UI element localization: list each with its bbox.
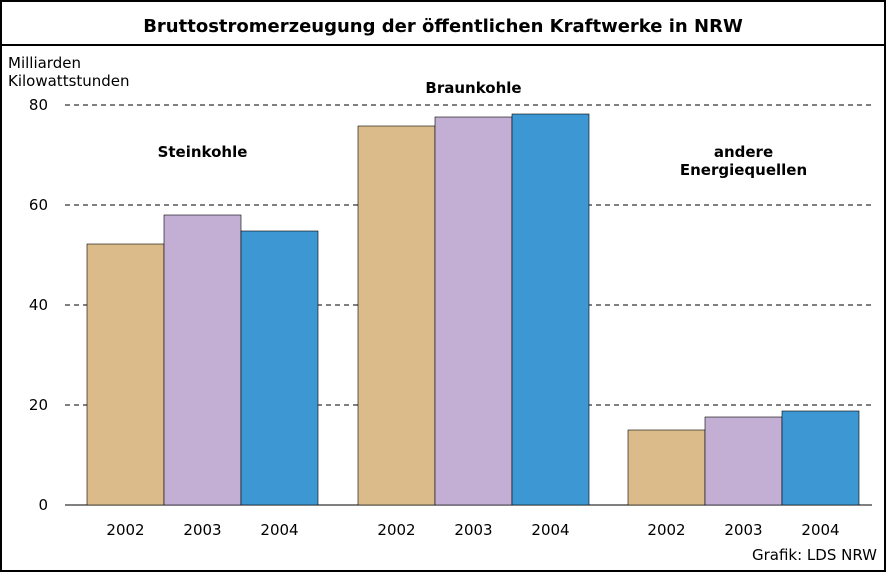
- x-tick-label: 2002: [377, 521, 415, 539]
- bar: [358, 126, 435, 505]
- chart-title: Bruttostromerzeugung der öffentlichen Kr…: [143, 16, 743, 37]
- source: Grafik: LDS NRW: [752, 546, 877, 564]
- bar: [628, 430, 705, 505]
- group-label: Braunkohle: [425, 79, 521, 97]
- x-tick-label: 2003: [454, 521, 492, 539]
- x-tick-label: 2004: [260, 521, 298, 539]
- y-tick-label: 20: [29, 396, 48, 414]
- y-tick-label: 80: [29, 96, 48, 114]
- bar: [705, 417, 782, 505]
- chart: Bruttostromerzeugung der öffentlichen Kr…: [0, 0, 886, 572]
- bar: [512, 114, 589, 505]
- x-tick-label: 2003: [724, 521, 762, 539]
- y-tick-label: 40: [29, 296, 48, 314]
- bar: [164, 215, 241, 505]
- bar: [87, 244, 164, 505]
- y-tick-label: 0: [38, 496, 48, 514]
- y-tick-label: 60: [29, 196, 48, 214]
- x-tick-label: 2004: [801, 521, 839, 539]
- bar: [435, 117, 512, 505]
- bar: [241, 231, 318, 505]
- bar: [782, 411, 859, 505]
- group-label: Steinkohle: [158, 143, 248, 161]
- x-tick-label: 2003: [183, 521, 221, 539]
- x-tick-label: 2002: [647, 521, 685, 539]
- x-tick-label: 2004: [531, 521, 569, 539]
- x-tick-label: 2002: [106, 521, 144, 539]
